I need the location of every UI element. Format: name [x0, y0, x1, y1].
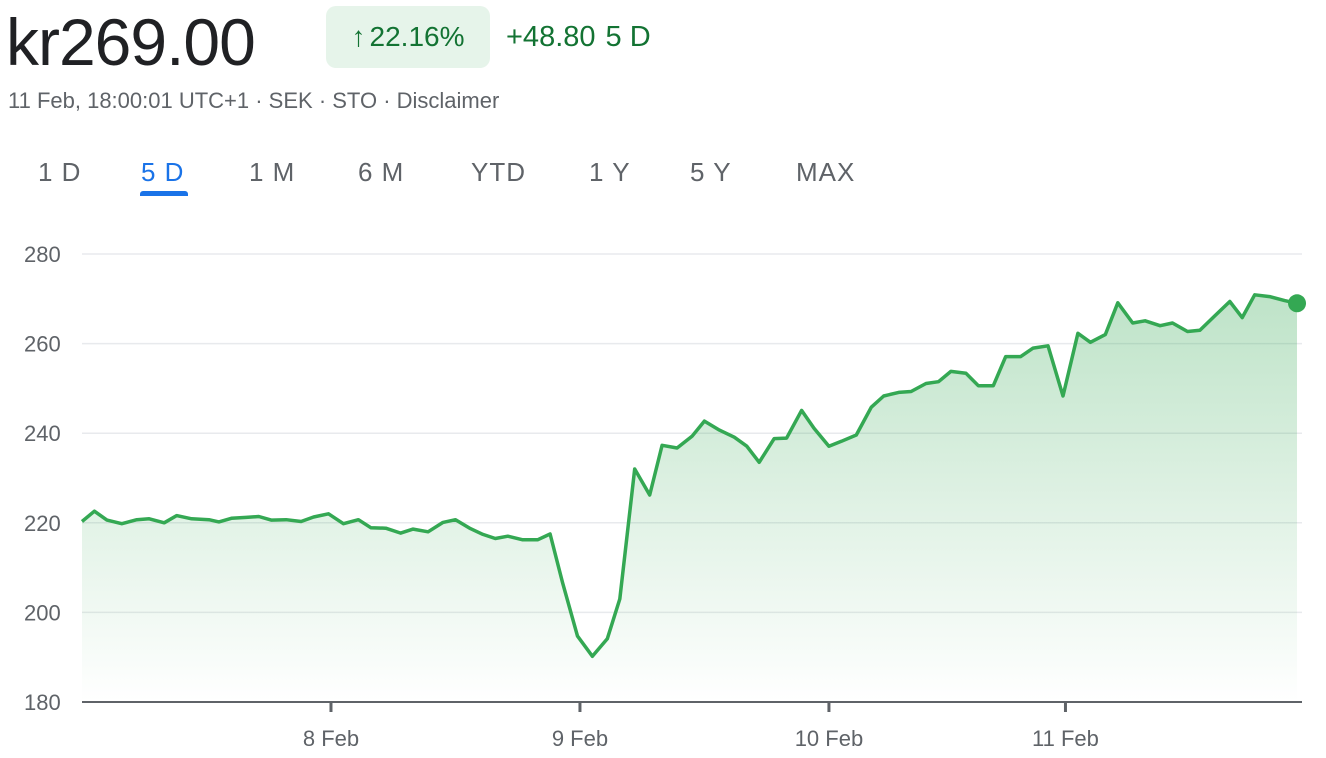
- x-axis: 8 Feb 9 Feb 10 Feb 11 Feb: [82, 701, 1302, 751]
- tab-max[interactable]: MAX: [796, 157, 856, 187]
- tab-ytd[interactable]: YTD: [471, 157, 526, 187]
- y-tick-label: 180: [24, 690, 61, 715]
- change-percent-badge: ↑ 22.16%: [326, 6, 490, 68]
- x-tick-label: 11 Feb: [1032, 726, 1099, 751]
- tab-5d[interactable]: 5 D: [141, 157, 185, 187]
- tab-6m[interactable]: 6 M: [358, 157, 405, 187]
- y-tick-label: 240: [24, 421, 61, 446]
- y-tick-label: 200: [24, 600, 61, 625]
- active-tab-indicator: [140, 191, 188, 196]
- y-tick-label: 220: [24, 511, 61, 536]
- last-point-marker[interactable]: [1288, 294, 1307, 313]
- x-tick-label: 8 Feb: [303, 726, 359, 751]
- change-period: 5 D: [605, 21, 651, 53]
- change-summary: +48.80 5 D: [506, 18, 651, 56]
- x-tick-label: 10 Feb: [795, 726, 864, 751]
- y-tick-label: 280: [24, 242, 61, 267]
- series-line: [80, 293, 1298, 659]
- quote-meta: 11 Feb, 18:00:01 UTC+1 · SEK · STO · Dis…: [8, 88, 500, 113]
- tab-1d[interactable]: 1 D: [38, 157, 82, 187]
- current-price: kr269.00: [6, 5, 256, 79]
- series-area: [82, 294, 1297, 702]
- range-tabs: 1 D 5 D 1 M 6 M YTD 1 Y 5 Y MAX: [0, 150, 1000, 200]
- arrow-up-icon: ↑: [351, 21, 366, 52]
- x-tick-label: 9 Feb: [552, 726, 608, 751]
- tab-5y[interactable]: 5 Y: [690, 157, 732, 187]
- tab-1m[interactable]: 1 M: [249, 157, 296, 187]
- change-percent: 22.16%: [369, 21, 465, 52]
- y-tick-label: 260: [24, 332, 61, 357]
- change-amount: +48.80: [506, 21, 596, 53]
- tab-1y[interactable]: 1 Y: [589, 157, 631, 187]
